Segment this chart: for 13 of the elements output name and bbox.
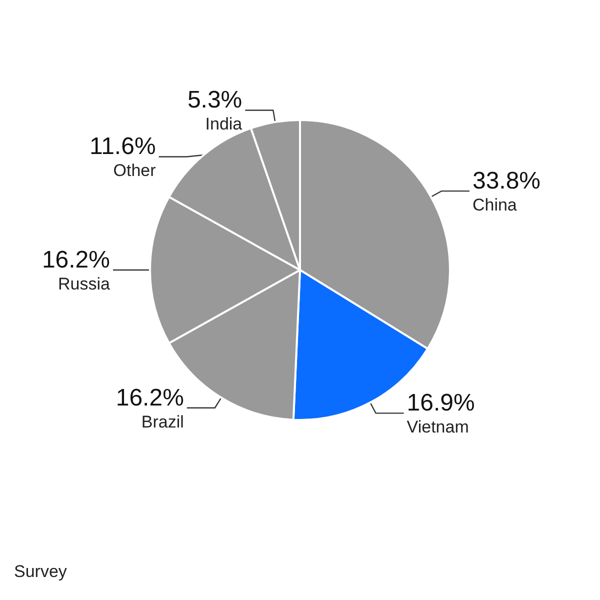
data-label: 33.8% [472, 168, 541, 195]
data-label: 5.3% [187, 86, 242, 114]
slice-label: Vietnam [406, 418, 469, 437]
data-label: 16.9% [406, 390, 475, 417]
slice-label: Other [113, 161, 156, 180]
text: Survey [14, 562, 68, 581]
data-label: 16.2% [116, 384, 184, 412]
data-label: 11.6% [90, 133, 156, 160]
slice-label: India [205, 114, 243, 134]
slice-label: China [472, 196, 518, 215]
slice-label: Brazil [141, 412, 184, 432]
slice-label: Russia [58, 274, 111, 294]
data-label: 16.2% [42, 246, 110, 274]
